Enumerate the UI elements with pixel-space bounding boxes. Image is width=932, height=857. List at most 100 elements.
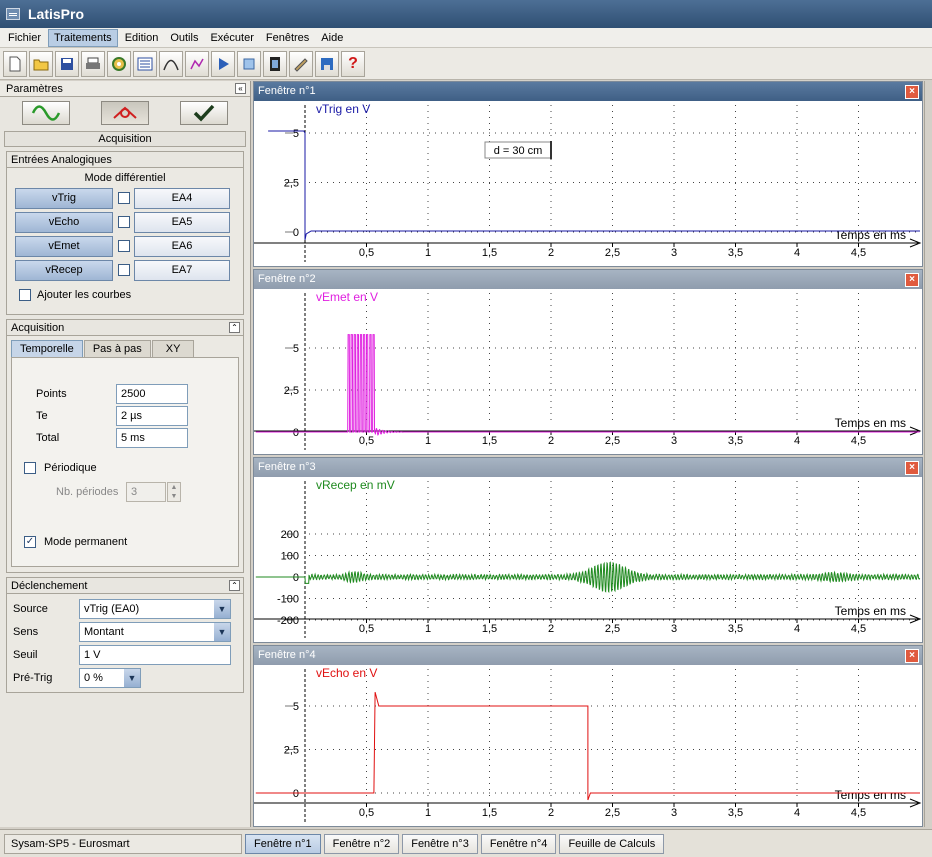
channel-vecho-button[interactable]: vEcho bbox=[15, 211, 113, 233]
disk-icon[interactable] bbox=[315, 50, 339, 77]
x-axis-label: Temps en ms bbox=[835, 604, 906, 618]
channel-ea6-button[interactable]: EA6 bbox=[134, 235, 230, 257]
tab-feuille-de-calculs[interactable]: Feuille de Calculs bbox=[559, 833, 665, 854]
menu-fichier[interactable]: Fichier bbox=[8, 31, 42, 44]
close-icon[interactable]: × bbox=[905, 648, 919, 663]
channel-ea5-button[interactable]: EA5 bbox=[134, 211, 230, 233]
channel-vecho-checkbox[interactable] bbox=[118, 216, 130, 228]
channel-ea7-button[interactable]: EA7 bbox=[134, 259, 230, 281]
nb-periods-spinner-icon[interactable]: ▲ ▼ bbox=[167, 482, 181, 502]
open-folder-icon[interactable] bbox=[29, 50, 53, 77]
graph-window-2-titlebar[interactable]: Fenêtre n°2 × bbox=[254, 270, 922, 289]
new-file-icon[interactable] bbox=[3, 50, 27, 77]
source-dropdown-icon[interactable]: ▼ bbox=[214, 600, 230, 618]
channel-vtrig-checkbox[interactable] bbox=[118, 192, 130, 204]
graph-window-3-titlebar[interactable]: Fenêtre n°3 × bbox=[254, 458, 922, 477]
parameters-panel: Paramètres « Acquisition Entrées Analogi… bbox=[0, 81, 251, 827]
permanent-checkbox[interactable]: ✓ bbox=[24, 536, 36, 548]
x-tick-label: 3,5 bbox=[728, 623, 743, 635]
trigger-mode-button[interactable] bbox=[100, 101, 149, 125]
channel-vtrig-button[interactable]: vTrig bbox=[15, 187, 113, 209]
source-select[interactable]: vTrig (EA0) ▼ bbox=[79, 599, 231, 619]
x-tick-label: 4 bbox=[794, 247, 800, 259]
close-icon[interactable]: × bbox=[905, 460, 919, 475]
acquisition-tab[interactable]: Acquisition bbox=[4, 131, 246, 147]
graph-window-3[interactable]: Fenêtre n°3 × 200 100 0 -100 -200 0,5 1 1,5 2 2,5… bbox=[253, 457, 923, 643]
graph-window-3-plot[interactable]: 200 100 0 -100 -200 0,5 1 1,5 2 2,5 3 3,5 4 4,5 Temps … bbox=[254, 477, 922, 642]
erase-icon[interactable] bbox=[237, 50, 261, 77]
signal-curve[interactable] bbox=[268, 130, 920, 240]
trigger-collapse-icon[interactable]: ⌃ bbox=[229, 580, 240, 591]
graph-window-1[interactable]: Fenêtre n°1 × 5 2,5 0 0,5 1 1,5 2 2,5 3 3,5 4 4,5 Te… bbox=[253, 81, 923, 267]
total-field[interactable]: 5 ms bbox=[116, 428, 188, 448]
x-tick-label: 4 bbox=[794, 623, 800, 635]
graph-window-1-titlebar[interactable]: Fenêtre n°1 × bbox=[254, 82, 922, 101]
periodic-label: Périodique bbox=[44, 462, 97, 474]
signal-curve[interactable] bbox=[255, 691, 920, 801]
print-icon[interactable] bbox=[81, 50, 105, 77]
add-curves-checkbox[interactable] bbox=[19, 289, 31, 301]
play-icon[interactable] bbox=[211, 50, 235, 77]
tab-fenetre-1[interactable]: Fenêtre n°1 bbox=[245, 833, 321, 854]
sens-dropdown-icon[interactable]: ▼ bbox=[214, 623, 230, 641]
menu-edition[interactable]: Edition bbox=[124, 31, 159, 44]
tab-pas-a-pas[interactable]: Pas à pas bbox=[83, 340, 151, 357]
menu-traitements[interactable]: Traitements bbox=[48, 28, 118, 47]
pretrig-select[interactable]: 0 % ▼ bbox=[79, 668, 141, 688]
x-axis-label: Temps en ms bbox=[835, 788, 906, 802]
save-icon[interactable] bbox=[55, 50, 79, 77]
pretrig-dropdown-icon[interactable]: ▼ bbox=[124, 669, 140, 687]
close-icon[interactable]: × bbox=[905, 84, 919, 99]
pretrig-value: 0 % bbox=[84, 672, 103, 684]
te-row: Te 2 µs bbox=[36, 406, 188, 426]
validate-button[interactable] bbox=[180, 101, 229, 125]
signal-curve[interactable] bbox=[255, 561, 921, 594]
menu-outils[interactable]: Outils bbox=[170, 31, 199, 44]
channel-vemet-checkbox[interactable] bbox=[118, 240, 130, 252]
graph-window-2[interactable]: Fenêtre n°2 × 5 2,5 0 0,5 1 1,5 2 2,5 3 3,5 4 4,5 Te… bbox=[253, 269, 923, 455]
film-icon[interactable] bbox=[263, 50, 287, 77]
channel-vrecep-checkbox[interactable] bbox=[118, 264, 130, 276]
model-icon[interactable] bbox=[185, 50, 209, 77]
y-tick-label: 2,5 bbox=[284, 178, 299, 190]
points-field[interactable]: 2500 bbox=[116, 384, 188, 404]
graph-window-4-plot[interactable]: 5 2,5 0 0,5 1 1,5 2 2,5 3 3,5 4 4,5 Temps en ms vEcho… bbox=[254, 665, 922, 826]
cd-icon[interactable] bbox=[107, 50, 131, 77]
help-icon[interactable]: ? bbox=[341, 50, 365, 77]
curve-icon[interactable] bbox=[159, 50, 183, 77]
signal-wave-button[interactable] bbox=[21, 101, 70, 125]
y-tick-label: 0 bbox=[293, 788, 299, 800]
tools-icon[interactable] bbox=[289, 50, 313, 77]
graph-window-4-titlebar[interactable]: Fenêtre n°4 × bbox=[254, 646, 922, 665]
menu-executer[interactable]: Exécuter bbox=[210, 31, 254, 44]
x-tick-label: 1 bbox=[425, 435, 431, 447]
graph-window-1-plot[interactable]: 5 2,5 0 0,5 1 1,5 2 2,5 3 3,5 4 4,5 Temps en ms vTrig… bbox=[254, 101, 922, 266]
menu-fenetres[interactable]: Fenêtres bbox=[265, 31, 310, 44]
graph-window-4[interactable]: Fenêtre n°4 × 5 2,5 0 0,5 1 1,5 2 2,5 3 3,5 4 4,5 Te… bbox=[253, 645, 923, 827]
menu-aide[interactable]: Aide bbox=[321, 31, 344, 44]
channel-ea4-button[interactable]: EA4 bbox=[134, 187, 230, 209]
signal-curve[interactable] bbox=[255, 334, 920, 436]
nb-periods-field[interactable]: 3 bbox=[126, 482, 166, 502]
sens-select[interactable]: Montant ▼ bbox=[79, 622, 231, 642]
tab-fenetre-2[interactable]: Fenêtre n°2 bbox=[323, 833, 400, 854]
collapse-panel-icon[interactable]: « bbox=[235, 83, 246, 94]
list-icon[interactable] bbox=[133, 50, 157, 77]
te-field[interactable]: 2 µs bbox=[116, 406, 188, 426]
channel-vemet-button[interactable]: vEmet bbox=[15, 235, 113, 257]
tab-temporelle[interactable]: Temporelle bbox=[11, 340, 83, 357]
app-icon[interactable] bbox=[6, 8, 20, 20]
tab-fenetre-4[interactable]: Fenêtre n°4 bbox=[480, 833, 557, 854]
seuil-field[interactable]: 1 V bbox=[79, 645, 231, 665]
graph-window-2-plot[interactable]: 5 2,5 0 0,5 1 1,5 2 2,5 3 3,5 4 4,5 Temps en ms vEmet… bbox=[254, 289, 922, 454]
periodic-checkbox[interactable] bbox=[24, 462, 36, 474]
x-tick-label: 3 bbox=[671, 623, 677, 635]
close-icon[interactable]: × bbox=[905, 272, 919, 287]
temporelle-tab-body: Points 2500 Te 2 µs Total 5 ms Périodiqu… bbox=[11, 357, 239, 567]
right-scroll-strip[interactable] bbox=[924, 81, 932, 827]
tab-fenetre-3[interactable]: Fenêtre n°3 bbox=[402, 833, 478, 854]
channel-vrecep-button[interactable]: vRecep bbox=[15, 259, 113, 281]
tab-xy[interactable]: XY bbox=[151, 340, 195, 357]
acquisition-collapse-icon[interactable]: ⌃ bbox=[229, 322, 240, 333]
